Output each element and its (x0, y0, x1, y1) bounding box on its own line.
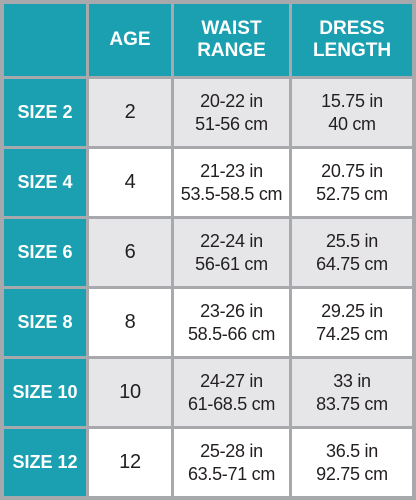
waist-cell: 21-23 in 53.5-58.5 cm (174, 149, 289, 216)
age-cell: 6 (89, 219, 171, 286)
age-cell: 8 (89, 289, 171, 356)
cell-line: 25-28 in (200, 440, 263, 461)
cell-line: 25.5 in (326, 230, 378, 251)
cell-line: 64.75 cm (316, 253, 388, 274)
cell-line: 20-22 in (200, 90, 263, 111)
cell-line: 29.25 in (321, 300, 383, 321)
length-cell: 25.5 in 64.75 cm (292, 219, 412, 286)
row-header: SIZE 10 (4, 359, 86, 426)
cell-line: 20.75 in (321, 160, 383, 181)
cell-line: 36.5 in (326, 440, 378, 461)
cell-line: 23-26 in (200, 300, 263, 321)
age-cell: 4 (89, 149, 171, 216)
column-header: WAIST RANGE (174, 4, 289, 76)
column-header: DRESS LENGTH (292, 4, 412, 76)
cell-line: 56-61 cm (195, 253, 268, 274)
length-cell: 29.25 in 74.25 cm (292, 289, 412, 356)
waist-cell: 25-28 in 63.5-71 cm (174, 429, 289, 496)
cell-line: 63.5-71 cm (187, 463, 276, 484)
waist-cell: 24-27 in 61-68.5 cm (174, 359, 289, 426)
row-header: SIZE 6 (4, 219, 86, 286)
cell-line: 40 cm (328, 113, 376, 134)
length-cell: 20.75 in 52.75 cm (292, 149, 412, 216)
cell-line: 52.75 cm (316, 183, 388, 204)
cell-line: 53.5-58.5 cm (180, 183, 283, 204)
row-header: SIZE 2 (4, 79, 86, 146)
waist-cell: 20-22 in 51-56 cm (174, 79, 289, 146)
cell-line: 61-68.5 cm (187, 393, 276, 414)
row-header: SIZE 8 (4, 289, 86, 356)
corner-cell (4, 4, 86, 76)
cell-line: 74.25 cm (316, 323, 388, 344)
cell-line: 33 in (333, 370, 371, 391)
waist-cell: 23-26 in 58.5-66 cm (174, 289, 289, 356)
length-cell: 15.75 in 40 cm (292, 79, 412, 146)
row-header: SIZE 4 (4, 149, 86, 216)
cell-line: 83.75 cm (316, 393, 388, 414)
age-cell: 12 (89, 429, 171, 496)
cell-line: 24-27 in (200, 370, 263, 391)
length-cell: 36.5 in 92.75 cm (292, 429, 412, 496)
row-header: SIZE 12 (4, 429, 86, 496)
cell-line: 58.5-66 cm (187, 323, 276, 344)
length-cell: 33 in 83.75 cm (292, 359, 412, 426)
cell-line: 22-24 in (200, 230, 263, 251)
age-cell: 10 (89, 359, 171, 426)
cell-line: 51-56 cm (195, 113, 268, 134)
cell-line: 92.75 cm (316, 463, 388, 484)
cell-line: 21-23 in (200, 160, 263, 181)
waist-cell: 22-24 in 56-61 cm (174, 219, 289, 286)
cell-line: 15.75 in (321, 90, 383, 111)
column-header: AGE (89, 4, 171, 76)
age-cell: 2 (89, 79, 171, 146)
